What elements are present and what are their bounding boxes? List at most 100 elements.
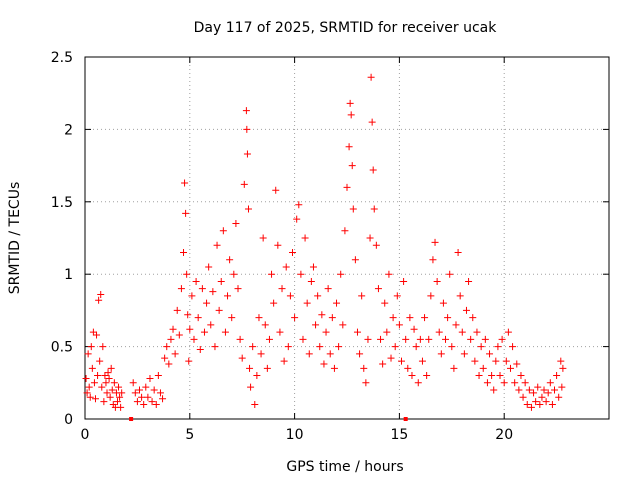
data-point [408,372,416,380]
data-point [185,357,193,365]
data-point [135,386,143,394]
data-point [99,343,107,351]
data-point [395,321,403,329]
data-point [509,343,517,351]
data-point [473,328,481,336]
data-point [91,395,99,403]
x-tick-label: 15 [390,427,408,443]
data-point [150,386,158,394]
data-point [475,372,483,380]
data-point [94,372,102,380]
data-point [454,248,462,256]
data-point [251,401,259,409]
data-point [517,372,525,380]
data-point [314,292,322,300]
data-point [414,379,422,387]
data-point [115,383,123,391]
data-point [272,186,280,194]
data-point [513,360,521,368]
data-point [165,360,173,368]
data-point [286,292,294,300]
data-point [383,328,391,336]
data-point [104,369,112,377]
data-point [171,350,179,358]
data-point [263,364,271,372]
data-point [379,360,387,368]
data-point [316,343,324,351]
data-point [412,343,420,351]
data-point [360,364,368,372]
data-point [265,335,273,343]
data-point [247,383,255,391]
data-point [462,306,470,314]
data-point [295,201,303,209]
data-point [86,393,94,401]
data-point [502,357,510,365]
data-point [439,299,447,307]
data-point [542,398,550,406]
data-point [224,292,232,300]
data-point [101,372,109,380]
data-point [211,343,219,351]
data-point [540,386,548,394]
data-point [207,321,215,329]
y-tick-label: 2.5 [51,50,73,66]
data-point [458,328,466,336]
data-point [400,277,408,285]
data-point [558,383,566,391]
data-point [107,364,115,372]
data-point [435,328,443,336]
data-point [532,398,540,406]
data-point [301,234,309,242]
plot-frame [84,56,610,420]
data-point [343,183,351,191]
data-point [538,393,546,401]
data-point [410,325,418,333]
data-point [138,393,146,401]
data-point [240,180,248,188]
data-point [335,343,343,351]
data-point [113,398,121,406]
data-point [500,379,508,387]
data-point [243,150,251,158]
data-point [194,314,202,322]
data-point [117,403,125,411]
data-point [230,270,238,278]
data-point [106,393,114,401]
data-point [353,328,361,336]
data-point [369,166,377,174]
y-tick-label: 0.5 [51,340,73,356]
data-point [226,256,234,264]
data-point [276,328,284,336]
data-point [423,372,431,380]
data-point [527,403,535,411]
data-point [95,296,103,304]
data-point [161,354,169,362]
data-point [548,401,556,409]
data-point [280,357,288,365]
data-point [110,379,118,387]
data-point [167,335,175,343]
data-point [291,314,299,322]
data-point [536,401,544,409]
data-point [416,335,424,343]
data-point [366,234,374,242]
data-point [555,393,563,401]
data-point [387,354,395,362]
data-point [544,389,552,397]
data-point [88,364,96,372]
data-point [188,292,196,300]
data-point [481,335,489,343]
data-point [362,379,370,387]
data-point [397,357,405,365]
data-point [385,270,393,278]
gap-marker [403,417,408,421]
data-point [452,321,460,329]
data-point [200,328,208,336]
data-point [144,393,152,401]
data-point [504,328,512,336]
data-point [490,386,498,394]
data-point [90,379,98,387]
data-point [519,393,527,401]
data-point [305,350,313,358]
